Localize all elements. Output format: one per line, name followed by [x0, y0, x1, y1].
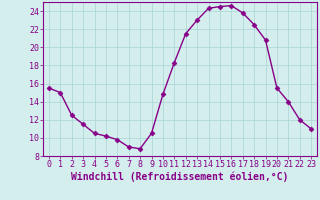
X-axis label: Windchill (Refroidissement éolien,°C): Windchill (Refroidissement éolien,°C)	[71, 172, 289, 182]
